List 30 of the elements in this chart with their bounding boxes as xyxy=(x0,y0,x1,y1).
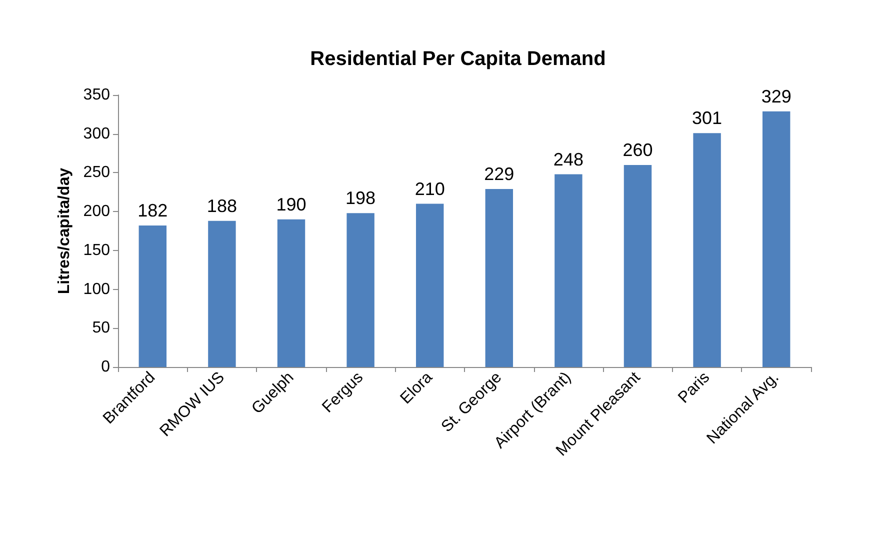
bar xyxy=(624,164,652,367)
data-label: 301 xyxy=(692,108,722,128)
y-tick-label: 300 xyxy=(83,125,110,142)
y-tick-label: 350 xyxy=(83,86,110,104)
bar xyxy=(762,111,790,367)
bar xyxy=(693,133,721,367)
data-label: 198 xyxy=(346,188,376,208)
bar xyxy=(277,219,306,367)
data-label: 210 xyxy=(414,178,445,199)
bar xyxy=(208,220,236,367)
data-label: 329 xyxy=(761,86,792,106)
data-label: 190 xyxy=(276,194,306,214)
data-label: 248 xyxy=(553,149,584,170)
y-tick-label: 50 xyxy=(92,320,110,337)
y-tick-label: 250 xyxy=(83,164,110,182)
y-tick-label: 200 xyxy=(83,203,110,220)
data-label: 182 xyxy=(138,200,168,221)
bar xyxy=(416,204,444,367)
data-label: 188 xyxy=(206,196,237,216)
bar xyxy=(346,213,374,367)
data-label: 229 xyxy=(484,164,514,184)
bar xyxy=(554,174,582,367)
y-axis-title: Litres/capita/day xyxy=(56,168,73,294)
data-label: 260 xyxy=(622,140,653,160)
y-tick-label: 100 xyxy=(83,280,110,298)
bar xyxy=(485,189,514,367)
y-tick-label: 0 xyxy=(101,358,110,376)
y-tick-label: 150 xyxy=(83,242,110,259)
chart-title: Residential Per Capita Demand xyxy=(310,48,606,70)
bar xyxy=(138,226,167,367)
